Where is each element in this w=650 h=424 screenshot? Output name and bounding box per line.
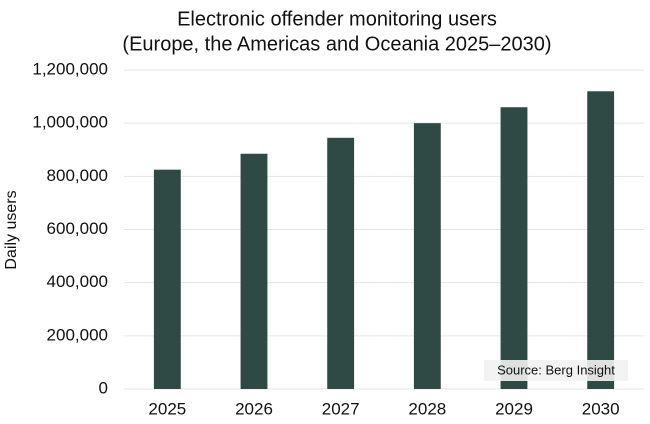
x-tick-label: 2026	[235, 399, 273, 418]
bar	[500, 107, 528, 389]
y-tick-label: 400,000	[47, 272, 108, 291]
bar	[240, 153, 268, 389]
chart-subtitle: (Europe, the Americas and Oceania 2025–2…	[122, 33, 551, 55]
y-axis-label: Daily users	[3, 190, 20, 269]
bar	[587, 91, 615, 390]
y-tick-label: 200,000	[47, 325, 108, 344]
y-tick-label: 0	[99, 378, 108, 397]
x-tick-label: 2030	[582, 399, 620, 418]
y-tick-label: 1,200,000	[32, 59, 108, 78]
y-tick-label: 800,000	[47, 166, 108, 185]
x-tick-label: 2027	[322, 399, 360, 418]
annotation-background	[484, 360, 628, 381]
bar	[153, 169, 181, 389]
chart-title: Electronic offender monitoring users	[177, 8, 497, 30]
bar	[413, 123, 441, 390]
x-tick-label: 2029	[495, 399, 533, 418]
annotation: Source: Berg Insight	[497, 362, 615, 377]
x-tick-label: 2025	[148, 399, 186, 418]
x-tick-label: 2028	[408, 399, 446, 418]
bar	[327, 137, 355, 389]
y-tick-label: 600,000	[47, 219, 108, 238]
y-tick-label: 1,000,000	[32, 113, 108, 132]
